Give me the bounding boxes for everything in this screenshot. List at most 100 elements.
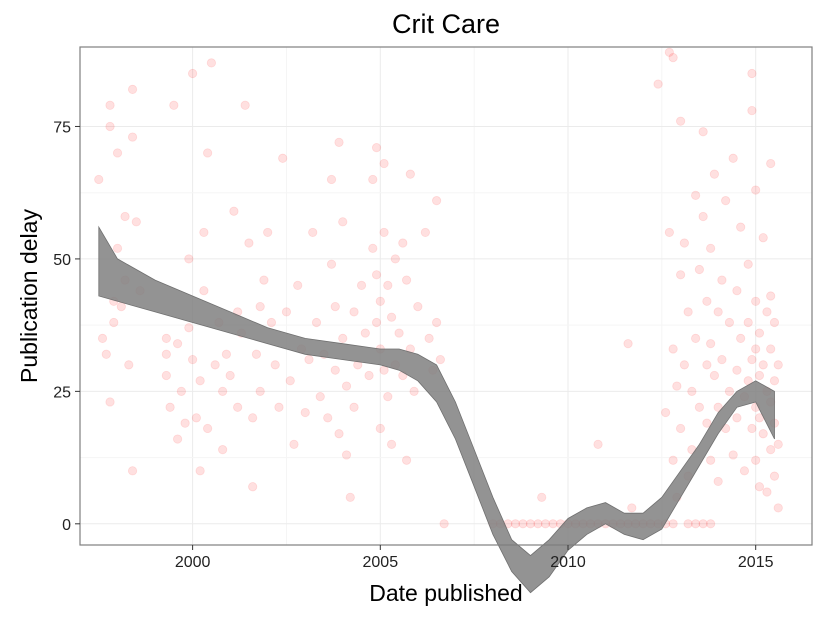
data-point (518, 519, 528, 529)
data-point (323, 413, 333, 423)
data-point (653, 79, 663, 89)
data-point (717, 354, 727, 365)
data-point (409, 386, 419, 396)
data-point (233, 402, 243, 412)
data-point (537, 492, 547, 502)
data-point (709, 370, 720, 381)
data-point (97, 333, 108, 343)
data-point (627, 503, 637, 513)
data-point (274, 402, 284, 412)
data-point (173, 434, 183, 444)
data-point (754, 328, 765, 338)
data-point (203, 148, 213, 158)
data-point (766, 291, 776, 301)
data-point (660, 407, 671, 418)
data-point (127, 132, 138, 142)
data-point (165, 402, 175, 412)
data-point (188, 354, 198, 365)
data-point (383, 280, 393, 291)
data-point (334, 137, 344, 147)
data-point (736, 333, 746, 343)
data-point (109, 317, 119, 328)
y-tick-label: 25 (53, 384, 71, 401)
data-point (281, 307, 292, 317)
data-point (687, 386, 697, 396)
data-point (293, 280, 303, 291)
y-axis-title: Publication delay (16, 209, 42, 383)
data-point (161, 349, 171, 359)
data-point (206, 58, 216, 68)
data-point (747, 68, 757, 79)
data-point (739, 466, 750, 476)
data-point (248, 413, 258, 423)
data-point (375, 296, 385, 306)
data-point (548, 519, 558, 529)
data-point (120, 211, 130, 222)
data-point (255, 386, 265, 396)
data-point (218, 445, 228, 455)
data-point (439, 519, 449, 529)
data-point (773, 503, 783, 513)
data-point (525, 519, 536, 529)
data-point (270, 360, 280, 370)
data-point (691, 519, 701, 529)
data-point (386, 439, 397, 449)
data-point (706, 519, 716, 529)
data-point (668, 455, 678, 465)
data-point (668, 519, 678, 529)
data-point (747, 354, 757, 365)
data-point (199, 227, 209, 238)
data-point (116, 301, 126, 312)
data-point (676, 270, 686, 280)
data-point (330, 301, 340, 312)
data-point (432, 317, 442, 328)
data-point (225, 370, 235, 381)
data-point (691, 190, 701, 200)
data-point (698, 519, 708, 529)
data-point (694, 264, 704, 275)
data-point (161, 333, 171, 343)
data-point (420, 227, 430, 238)
data-point (195, 376, 205, 386)
data-point (747, 105, 757, 116)
data-point (736, 222, 746, 232)
data-point (368, 243, 378, 253)
data-point (161, 370, 171, 381)
data-point (751, 185, 761, 195)
data-point (375, 423, 385, 434)
data-point (229, 206, 239, 216)
data-point (706, 339, 716, 349)
data-point (349, 402, 359, 412)
data-point (112, 148, 123, 158)
data-point (698, 127, 708, 137)
data-point (773, 360, 783, 370)
data-point (769, 317, 780, 328)
data-point (371, 270, 382, 280)
data-point (732, 286, 742, 296)
data-point (724, 317, 735, 328)
data-point (244, 238, 254, 248)
smooth-confidence-band (98, 225, 775, 594)
data-point (394, 328, 404, 338)
data-point (311, 317, 322, 328)
data-point (754, 482, 765, 492)
data-point (105, 121, 115, 132)
data-point (691, 333, 701, 343)
data-point (112, 243, 123, 253)
data-point (510, 519, 521, 529)
data-point (176, 386, 186, 396)
data-point (766, 344, 776, 354)
data-point (326, 259, 337, 269)
data-point (758, 360, 768, 370)
data-point (240, 100, 250, 110)
data-point (664, 227, 674, 238)
data-point (259, 275, 269, 285)
data-point (356, 280, 367, 291)
data-point (676, 116, 686, 126)
x-tick-label: 2005 (363, 554, 399, 571)
data-point (679, 238, 689, 248)
data-point (743, 317, 753, 328)
data-point (315, 392, 325, 402)
x-axis-title: Date published (369, 580, 522, 606)
